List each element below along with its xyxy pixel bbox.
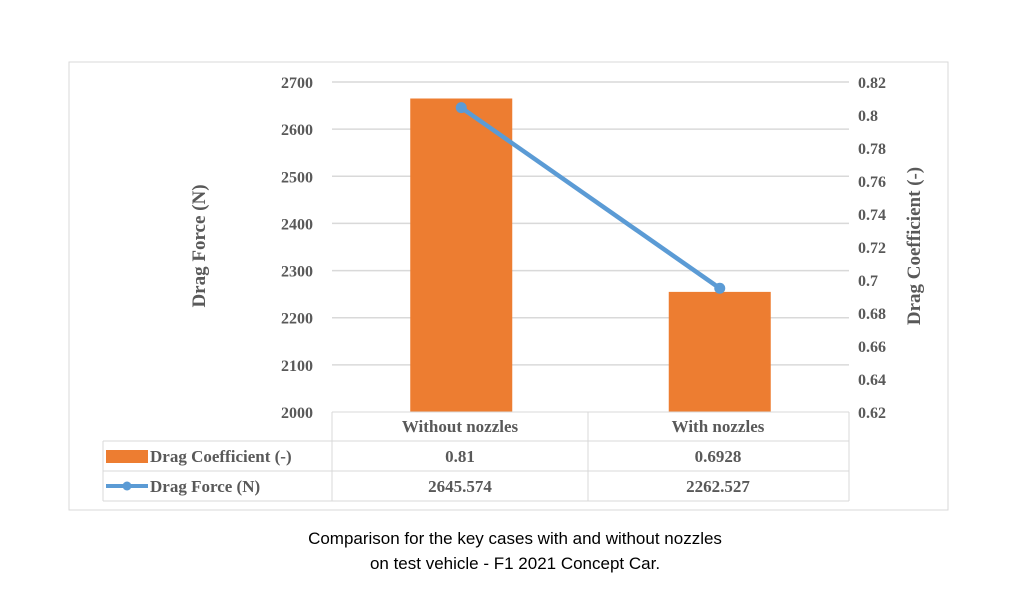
y-tick-left: 2500 — [281, 169, 313, 186]
y-tick-right: 0.82 — [858, 75, 886, 92]
legend-bar-swatch — [106, 450, 148, 463]
caption-line-1: Comparison for the key cases with and wi… — [308, 529, 722, 548]
y-tick-right: 0.72 — [858, 240, 886, 257]
y-tick-left: 2100 — [281, 358, 313, 375]
y-tick-left: 2000 — [281, 405, 313, 422]
table-cell: 2645.574 — [428, 477, 492, 496]
y-axis-right-label: Drag Coefficient (-) — [904, 167, 925, 325]
y-tick-left: 2400 — [281, 216, 313, 233]
y-tick-left: 2700 — [281, 75, 313, 92]
legend-line-marker — [122, 481, 132, 491]
table-cell: 2262.527 — [686, 477, 750, 496]
bar — [410, 98, 513, 412]
y-tick-right: 0.7 — [858, 273, 878, 290]
y-tick-right: 0.78 — [858, 141, 886, 158]
line-point — [455, 102, 467, 114]
caption-line-2: on test vehicle - F1 2021 Concept Car. — [370, 554, 660, 573]
table-cell: 0.81 — [445, 447, 475, 466]
y-tick-left: 2600 — [281, 122, 313, 139]
y-axis-left-label: Drag Force (N) — [189, 184, 210, 307]
category-label: With nozzles — [672, 417, 765, 436]
y-tick-right: 0.8 — [858, 108, 878, 125]
line-point — [714, 282, 726, 294]
table-row-label: Drag Force (N) — [150, 477, 260, 496]
y-tick-right: 0.74 — [858, 207, 886, 224]
y-tick-right: 0.62 — [858, 405, 886, 422]
bar — [668, 291, 771, 412]
y-tick-right: 0.64 — [858, 372, 886, 389]
y-tick-right: 0.66 — [858, 339, 886, 356]
table-row-label: Drag Coefficient (-) — [150, 447, 292, 466]
table-cell: 0.6928 — [695, 447, 742, 466]
data-table — [102, 411, 850, 502]
category-label: Without nozzles — [402, 417, 519, 436]
y-tick-right: 0.76 — [858, 174, 886, 191]
y-tick-left: 2300 — [281, 264, 313, 281]
line-series — [459, 105, 722, 291]
y-tick-left: 2200 — [281, 311, 313, 328]
y-tick-right: 0.68 — [858, 306, 886, 323]
